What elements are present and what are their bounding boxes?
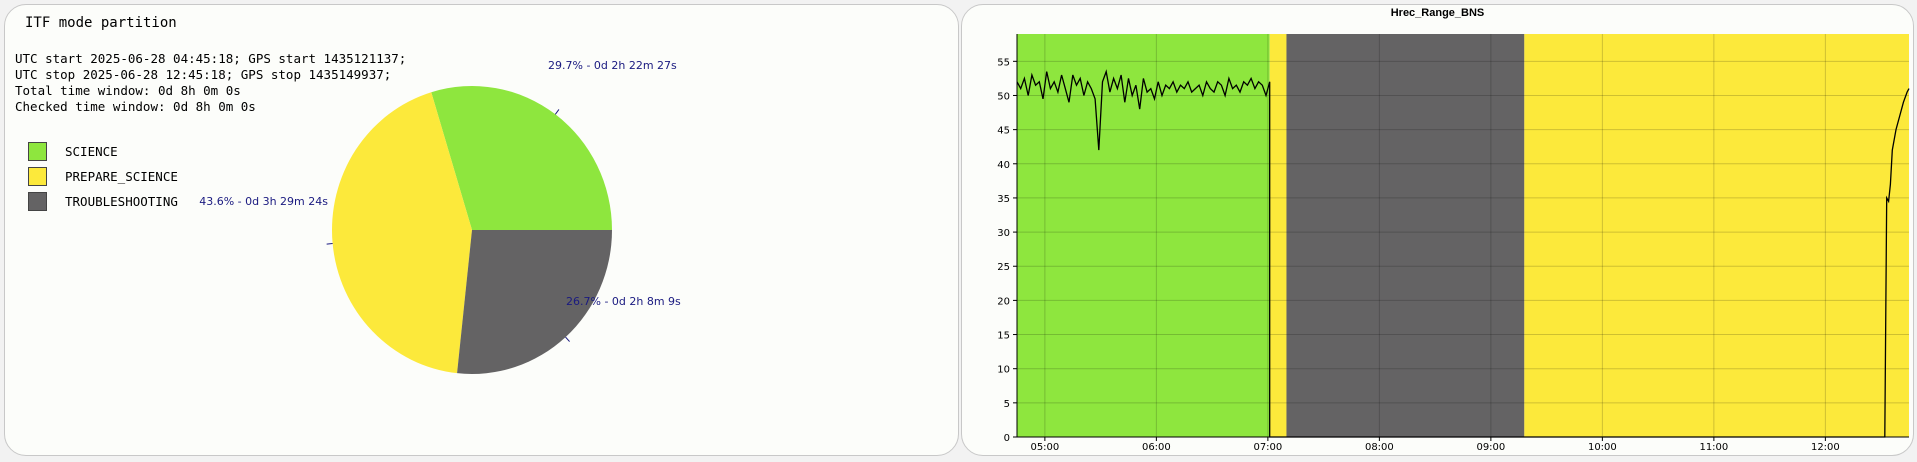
- pie-slice-prepare-science: [331, 92, 472, 374]
- pie-slice-troubleshooting: [457, 230, 612, 375]
- y-tick-label: 40: [997, 160, 1010, 171]
- pie-slice-label: 29.7% - 0d 2h 22m 27s: [548, 59, 677, 72]
- y-tick-label: 5: [1004, 399, 1010, 410]
- checked-time-line: Checked time window: 0d 8h 0m 0s: [15, 99, 256, 114]
- y-tick-label: 55: [997, 57, 1010, 68]
- legend-item-science: SCIENCE: [28, 141, 118, 161]
- x-tick-label: 06:00: [1142, 442, 1171, 453]
- pie-chart: 29.7% - 0d 2h 22m 27s 43.6% - 0d 3h 29m 2…: [199, 59, 681, 375]
- legend-item-prepare-science: PREPARE_SCIENCE: [28, 166, 178, 186]
- x-tick-label: 08:00: [1365, 442, 1394, 453]
- legend-label: SCIENCE: [65, 143, 118, 159]
- line-chart: 0 5 10 15 20 25 30 35 40 45 50 55 05:00 06:00 07:00 08:…: [997, 34, 1910, 453]
- pie-label-leader: [565, 336, 570, 342]
- y-tick-label: 20: [997, 296, 1010, 307]
- mode-band-prepare-science: [1524, 34, 1909, 437]
- y-tick-label: 45: [997, 126, 1010, 137]
- x-tick-label: 07:00: [1253, 442, 1282, 453]
- y-tick-label: 15: [997, 331, 1010, 342]
- panel-title: ITF mode partition: [25, 15, 177, 31]
- mode-band-science: [1017, 34, 1270, 437]
- x-tick-label: 05:00: [1030, 442, 1059, 453]
- pie-slice-label: 43.6% - 0d 3h 29m 24s: [199, 195, 328, 208]
- y-tick-label: 25: [997, 262, 1010, 273]
- legend-label: PREPARE_SCIENCE: [65, 168, 178, 184]
- range-series-line: [1016, 69, 1910, 438]
- x-tick-label: 10:00: [1588, 442, 1617, 453]
- legend-swatch-prepare-science: [28, 166, 47, 186]
- y-tick-label: 30: [997, 228, 1010, 239]
- y-tick-label: 35: [997, 194, 1010, 205]
- utc-stop-line: UTC stop 2025-06-28 12:45:18; GPS stop 1…: [15, 67, 392, 82]
- chart-title: Hrec_Range_BNS: [1390, 7, 1485, 19]
- pie-label-leader: [554, 109, 560, 115]
- mode-band-prepare-science: [1269, 34, 1287, 437]
- legend-swatch-troubleshooting: [28, 191, 47, 211]
- pie-label-leader: [326, 243, 333, 245]
- utc-start-line: UTC start 2025-06-28 04:45:18; GPS start…: [15, 51, 407, 66]
- pie-slice-label: 26.7% - 0d 2h 8m 9s: [566, 295, 681, 308]
- x-tick-label: 12:00: [1811, 442, 1840, 453]
- pie-slice-science: [431, 85, 612, 230]
- x-tick-label: 11:00: [1699, 442, 1728, 453]
- legend-label: TROUBLESHOOTING: [65, 193, 178, 209]
- mode-band-troubleshooting: [1286, 34, 1525, 437]
- legend-swatch-science: [28, 141, 47, 161]
- y-tick-label: 10: [997, 365, 1010, 376]
- mode-partition-panel: ITF mode partition UTC start 2025-06-28 …: [4, 4, 959, 456]
- legend-item-troubleshooting: TROUBLESHOOTING: [28, 191, 178, 211]
- total-time-line: Total time window: 0d 8h 0m 0s: [15, 83, 241, 98]
- y-tick-label: 50: [997, 91, 1010, 102]
- y-tick-label: 0: [1004, 433, 1010, 444]
- range-chart-panel: Hrec_Range_BNS 0 5 10 15 20 25 30 35 40 45 50 55 05:…: [961, 4, 1914, 456]
- x-tick-label: 09:00: [1476, 442, 1505, 453]
